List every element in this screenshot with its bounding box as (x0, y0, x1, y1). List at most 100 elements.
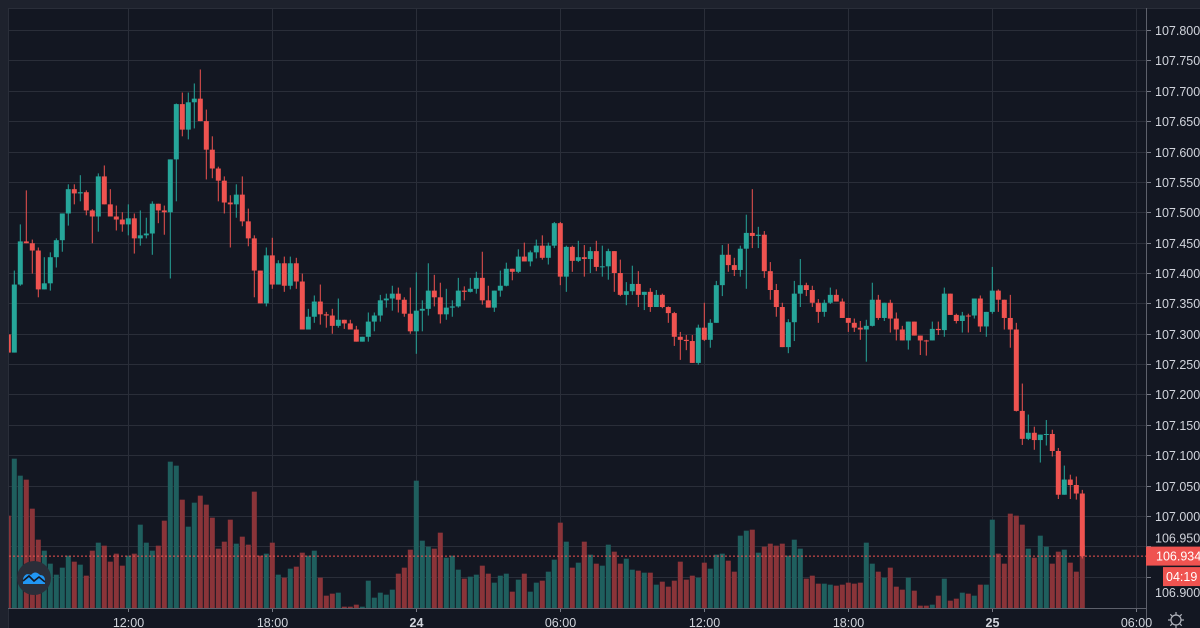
candle-body (293, 263, 299, 282)
candle-body (143, 233, 149, 236)
candle (155, 203, 161, 224)
candle (869, 282, 875, 327)
volume-bar (743, 530, 749, 608)
candle-body (173, 104, 179, 160)
candle-body (707, 322, 713, 340)
candle-body (305, 316, 311, 330)
volume-bar (53, 574, 59, 608)
volume-bar (431, 548, 437, 608)
candle (575, 240, 581, 263)
candle (1013, 322, 1019, 412)
grid (9, 9, 1146, 608)
candle-body (11, 284, 17, 353)
volume-bar (347, 606, 353, 608)
volume-bar (95, 542, 101, 608)
candle-body (749, 232, 755, 236)
volume-bar (353, 604, 359, 608)
candle-body (641, 291, 647, 295)
volume-bar (1067, 562, 1073, 608)
volume-bar (995, 553, 1001, 608)
volume-bar (479, 565, 485, 608)
candle-body (1007, 317, 1013, 330)
price-tick-label: 106.950 (1155, 532, 1200, 546)
candle (725, 243, 731, 272)
time-tick-label: 18:00 (833, 616, 864, 628)
volume-bar (761, 546, 767, 608)
volume-bar (59, 567, 65, 608)
candle (335, 298, 341, 328)
logo-button[interactable] (17, 561, 51, 595)
settings-button[interactable] (1168, 612, 1184, 628)
candle-body (791, 293, 797, 323)
time-tick-label: 06:00 (1121, 616, 1152, 628)
candle-body (455, 290, 461, 307)
volume-bar (845, 582, 851, 608)
candle (131, 213, 137, 254)
candle (995, 289, 1001, 312)
price-tick-label: 107.750 (1155, 54, 1200, 68)
candle (599, 245, 605, 277)
volume-bar (173, 465, 179, 608)
candle (755, 226, 761, 249)
candle-body (461, 290, 467, 292)
candle (737, 245, 743, 277)
volume-bar (773, 545, 779, 608)
candle (479, 251, 485, 305)
current-price-tag (1146, 546, 1200, 566)
volume-bar (689, 575, 695, 608)
candle-body (53, 240, 59, 258)
volume-bar (17, 475, 23, 608)
volume-bar (233, 543, 239, 608)
candle-body (215, 168, 221, 181)
volume-bar (905, 577, 911, 608)
volume-bar (329, 593, 335, 608)
candle-body (407, 313, 413, 332)
volume-bar (89, 550, 95, 608)
candle-body (911, 321, 917, 336)
volume-bar (599, 565, 605, 608)
candle (275, 260, 281, 285)
price-tick-label: 107.800 (1155, 24, 1200, 38)
volume-bar (9, 515, 11, 608)
candle (641, 291, 647, 311)
price-axis[interactable]: 107.800 107.750 107.700 107.650 107.600 107.5… (1146, 8, 1200, 628)
candle-body (503, 268, 509, 286)
time-axis[interactable]: 12:00 18:00 24 06:00 12:00 18:00 25 06:00 (8, 608, 1152, 628)
volume-bar (239, 536, 245, 608)
volume-bar (149, 550, 155, 608)
candle-body (353, 329, 359, 342)
volume-bar (269, 542, 275, 608)
candle (983, 311, 989, 337)
candle (509, 268, 515, 281)
candle-body (125, 218, 131, 225)
candle-body (605, 251, 611, 267)
candle (491, 290, 497, 312)
candle-body (281, 263, 287, 286)
candle-body (191, 98, 197, 103)
candle-body (929, 328, 935, 341)
countdown-tag (1163, 567, 1200, 587)
candle-body (809, 290, 815, 303)
candle-body (671, 313, 677, 337)
volume-bar (83, 575, 89, 608)
candle (845, 317, 851, 332)
candle-body (341, 319, 347, 324)
candle (503, 262, 509, 287)
candle (629, 265, 635, 295)
candle (437, 282, 443, 324)
candle (1067, 474, 1073, 499)
candle-body (359, 336, 365, 342)
candle-body (827, 294, 833, 303)
candle-body (155, 203, 161, 211)
candle (857, 320, 863, 340)
candle (65, 184, 71, 226)
volume-bar (869, 563, 875, 608)
candle (179, 92, 185, 137)
price-tick-label: 107.550 (1155, 176, 1200, 190)
candle-body (401, 299, 407, 314)
candle-body (431, 290, 437, 298)
volume-bar (815, 583, 821, 608)
volume-bar (257, 555, 263, 608)
candle (467, 277, 473, 293)
